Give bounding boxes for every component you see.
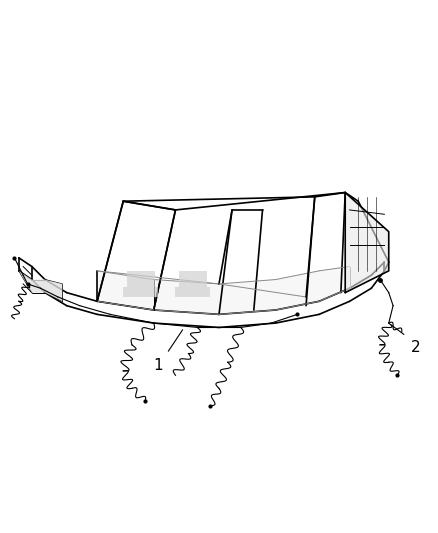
Polygon shape <box>345 192 389 293</box>
Polygon shape <box>127 271 155 287</box>
Polygon shape <box>97 266 350 314</box>
Text: 1: 1 <box>153 358 163 373</box>
Polygon shape <box>36 166 402 332</box>
Polygon shape <box>179 271 207 287</box>
Polygon shape <box>176 287 210 297</box>
Polygon shape <box>123 287 158 297</box>
Text: 2: 2 <box>410 341 420 356</box>
Polygon shape <box>19 271 62 301</box>
